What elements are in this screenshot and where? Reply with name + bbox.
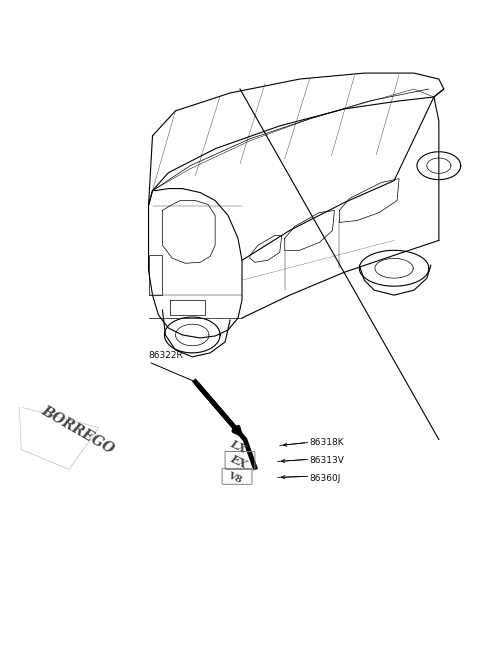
Text: LX: LX — [228, 438, 248, 455]
Text: BORREGO: BORREGO — [39, 403, 117, 456]
Text: 86322R: 86322R — [148, 352, 183, 360]
Text: 86360J: 86360J — [310, 474, 341, 483]
Text: 86313V: 86313V — [310, 456, 345, 465]
Text: EX: EX — [228, 453, 248, 470]
Text: 86318K: 86318K — [310, 438, 344, 447]
Bar — [148, 255, 162, 295]
Text: V8: V8 — [227, 470, 243, 485]
